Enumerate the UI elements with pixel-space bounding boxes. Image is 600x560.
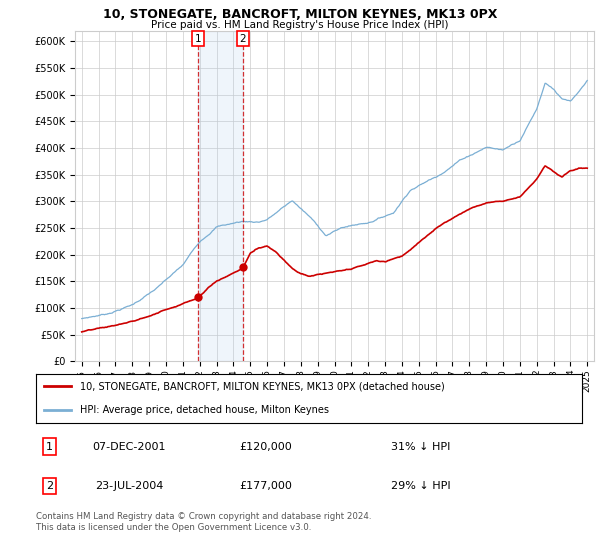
Text: 29% ↓ HPI: 29% ↓ HPI [391, 481, 451, 491]
Text: £177,000: £177,000 [239, 481, 292, 491]
Text: 10, STONEGATE, BANCROFT, MILTON KEYNES, MK13 0PX (detached house): 10, STONEGATE, BANCROFT, MILTON KEYNES, … [80, 381, 445, 391]
Text: 31% ↓ HPI: 31% ↓ HPI [391, 441, 450, 451]
Bar [199, 31, 242, 361]
Text: 2: 2 [239, 34, 246, 44]
Text: 10, STONEGATE, BANCROFT, MILTON KEYNES, MK13 0PX: 10, STONEGATE, BANCROFT, MILTON KEYNES, … [103, 8, 497, 21]
Text: 23-JUL-2004: 23-JUL-2004 [95, 481, 163, 491]
Text: 1: 1 [46, 441, 53, 451]
Text: 07-DEC-2001: 07-DEC-2001 [92, 441, 166, 451]
Text: 1: 1 [195, 34, 202, 44]
Text: Contains HM Land Registry data © Crown copyright and database right 2024.
This d: Contains HM Land Registry data © Crown c… [36, 512, 371, 532]
Text: £120,000: £120,000 [239, 441, 292, 451]
Text: Price paid vs. HM Land Registry's House Price Index (HPI): Price paid vs. HM Land Registry's House … [151, 20, 449, 30]
Text: HPI: Average price, detached house, Milton Keynes: HPI: Average price, detached house, Milt… [80, 405, 329, 415]
Text: 2: 2 [46, 481, 53, 491]
